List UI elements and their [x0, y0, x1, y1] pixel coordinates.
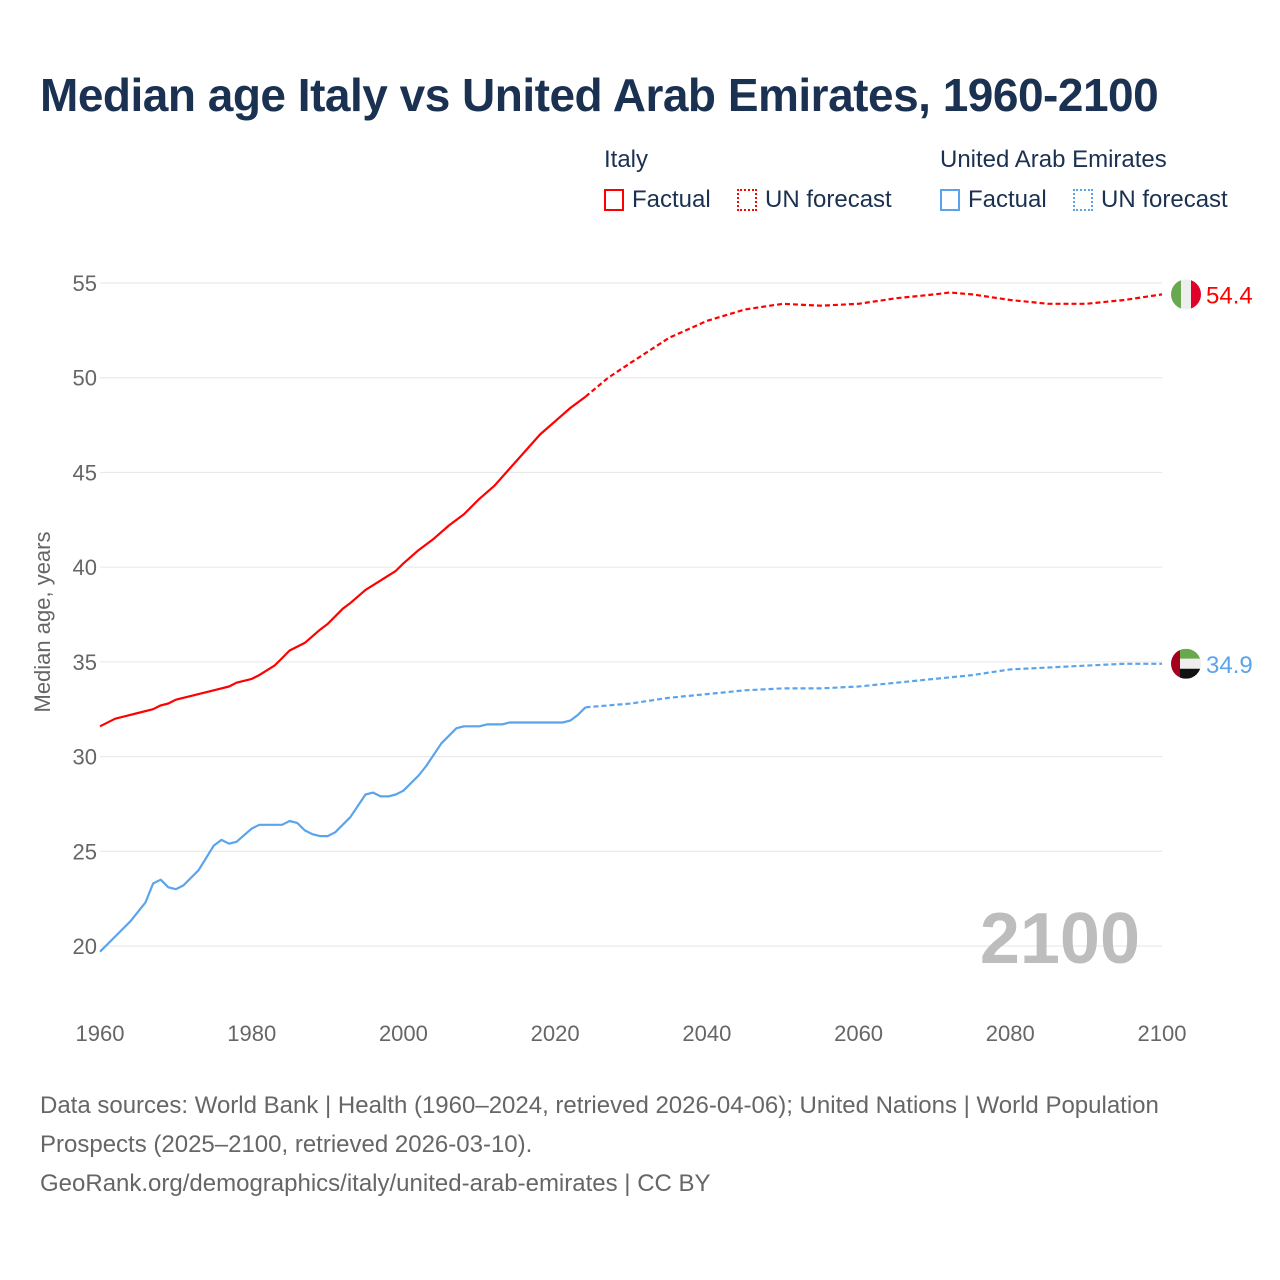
- legend-uae-forecast[interactable]: UN forecast: [1073, 186, 1228, 214]
- legend-swatch-dotted: [1073, 189, 1093, 211]
- x-tick-label: 1960: [76, 1021, 125, 1046]
- source-link[interactable]: GeoRank.org/demographics/italy/united-ar…: [40, 1170, 711, 1197]
- y-tick-label: 20: [73, 934, 97, 959]
- series-line-factual: [99, 706, 587, 953]
- end-value-label: 54.4: [1206, 282, 1253, 309]
- series-line-factual: [99, 395, 587, 728]
- legend-label: UN forecast: [1101, 186, 1228, 213]
- x-tick-label: 2100: [1138, 1021, 1187, 1046]
- legend-italy-heading: Italy: [604, 146, 649, 173]
- legend-uae-factual[interactable]: Factual: [940, 186, 1047, 214]
- italy-flag-icon: [1171, 279, 1201, 310]
- legend-label: UN forecast: [765, 186, 892, 213]
- legend-swatch-solid: [604, 189, 624, 211]
- legend-italy-factual[interactable]: Factual: [604, 186, 711, 214]
- legend-swatch-solid: [940, 189, 960, 211]
- series-line-forecast: [584, 291, 1163, 398]
- y-tick-label: 50: [73, 366, 97, 391]
- x-tick-label: 2020: [531, 1021, 580, 1046]
- data-sources: Data sources: World Bank | Health (1960–…: [40, 1092, 1159, 1158]
- y-tick-label: 35: [73, 650, 97, 675]
- x-tick-label: 2060: [834, 1021, 883, 1046]
- y-tick-label: 30: [73, 745, 97, 770]
- series-line-forecast: [585, 662, 1162, 709]
- legend-swatch-dotted: [737, 189, 757, 211]
- x-tick-label: 2000: [379, 1021, 428, 1046]
- legend-label: Factual: [968, 186, 1047, 213]
- x-tick-label: 1980: [227, 1021, 276, 1046]
- end-value-label: 34.9: [1206, 652, 1253, 679]
- footer: Data sources: World Bank | Health (1960–…: [40, 1086, 1220, 1203]
- chart-title: Median age Italy vs United Arab Emirates…: [40, 69, 1159, 121]
- y-tick-label: 25: [73, 839, 97, 864]
- legend-label: Factual: [632, 186, 711, 213]
- y-tick-label: 55: [73, 271, 97, 296]
- x-tick-label: 2040: [682, 1021, 731, 1046]
- y-tick-label: 45: [73, 460, 97, 485]
- legend-uae-heading: United Arab Emirates: [940, 146, 1167, 173]
- year-watermark: 2100: [980, 899, 1140, 979]
- uae-flag-icon: [1171, 648, 1201, 679]
- x-tick-label: 2080: [986, 1021, 1035, 1046]
- y-tick-label: 40: [73, 555, 97, 580]
- legend-italy-forecast[interactable]: UN forecast: [737, 186, 892, 214]
- y-axis-label: Median age, years: [30, 532, 55, 713]
